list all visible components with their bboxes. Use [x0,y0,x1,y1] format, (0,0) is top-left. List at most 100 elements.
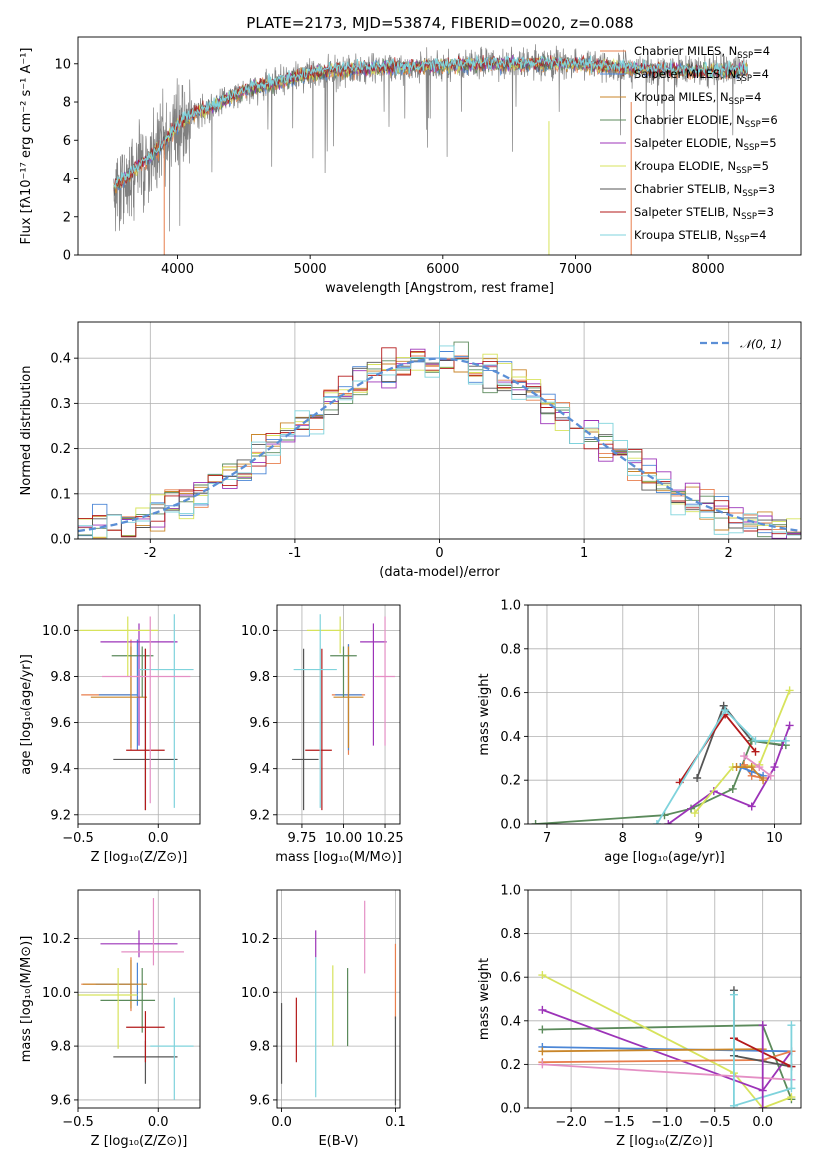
series-marker [719,701,728,710]
series-line [541,974,792,1108]
y-tick-label: 9.8 [50,670,71,685]
y-tick-label: 9.6 [249,1093,270,1108]
axes-frame [77,36,802,256]
y-tick-label: 9.4 [249,762,270,777]
series-marker [538,1047,547,1056]
axes-frame [276,889,401,1109]
errorbar-point [293,614,337,808]
series-line [542,1048,763,1053]
y-tick-label: 0.8 [500,642,521,657]
y-tick-label: 10.2 [42,932,71,947]
series-marker [758,1104,767,1108]
y-tick-label: 2 [63,210,71,225]
series-marker [787,1021,796,1030]
y-tick-label: 9.6 [249,716,270,731]
series-marker [531,820,540,824]
y-axis-label: age [log₁₀(age/yr)] [19,654,34,775]
series-marker [693,774,702,783]
plot-area [113,44,749,255]
y-tick-label: 9.8 [249,1040,270,1055]
x-tick-label: −0.5 [62,831,94,846]
x-tick-label: 0 [435,546,443,561]
x-tick-label: −2.0 [555,1115,587,1130]
x-tick-label: 7000 [559,262,592,277]
x-axis-label: Z [log₁₀(Z/Z⊙)] [91,850,188,865]
errorbar-point [126,648,165,811]
series-line [535,739,786,824]
y-axis-label: mass weight [477,958,492,1040]
legend-entry: Salpeter MILES, NSSP=4 [634,67,769,84]
errorbar-point [126,1011,165,1063]
x-tick-label: 2 [725,546,733,561]
y-tick-label: 9.8 [249,670,270,685]
errorbar-point [100,623,178,746]
y-tick-label: 8 [63,96,71,111]
series-marker [538,971,547,980]
legend-entry: Kroupa ELODIE, NSSP=5 [634,159,769,176]
x-tick-label: 4000 [161,262,194,277]
x-tick-label: -1 [288,546,301,561]
y-tick-label: 10 [54,57,71,72]
legend-entry: Chabrier STELIB, NSSP=3 [634,182,775,199]
errorbar-point [333,646,364,748]
weight-series [732,763,768,785]
series-marker [664,820,673,824]
x-tick-label: 7 [543,831,551,846]
errorbar-point [330,646,357,698]
axes-frame [77,321,802,540]
errorbar-point [150,997,194,1100]
legend-entry: Salpeter STELIB, NSSP=3 [634,205,774,222]
x-tick-label: 9.75 [287,831,316,846]
x-tick-label: 8000 [692,262,725,277]
weight-series [758,1021,767,1108]
series-marker [729,990,738,999]
errorbar-point [79,616,159,677]
series-marker [755,763,764,772]
plot-area [277,890,400,1108]
x-tick-label: −1.0 [651,1115,683,1130]
weight-series [531,736,790,824]
series-marker [729,1101,738,1108]
legend-entry: Kroupa MILES, NSSP=4 [634,90,761,107]
figure-title: PLATE=2173, MJD=53874, FIBERID=0020, z=0… [246,14,633,32]
series-marker [787,1084,796,1093]
y-tick-label: 0.1 [50,487,71,502]
y-tick-label: 9.6 [50,716,71,731]
x-axis-label: mass [log₁₀(M/M⊙)] [275,850,402,865]
series-marker [721,706,730,715]
y-tick-label: 0.0 [500,818,521,833]
axes-frame [77,604,201,825]
series-marker [787,1093,796,1102]
series-marker [747,802,756,811]
y-tick-label: 0.0 [500,1102,521,1117]
y-tick-label: 0.2 [500,1058,521,1073]
errorbar-point [360,623,387,746]
errorbar-point [306,616,344,654]
series-marker [785,721,794,730]
x-axis-label: Z [log₁₀(Z/Z⊙)] [616,1134,713,1149]
series-marker [538,1025,547,1034]
y-axis-label: Flux [fλ10⁻¹⁷ erg cm⁻² s⁻¹ A⁻¹] [19,48,34,245]
y-tick-label: 9.6 [50,1093,71,1108]
axes-frame [527,889,802,1109]
plot-area [78,605,200,824]
series-marker [758,1021,767,1030]
series-marker [740,752,749,761]
chart-weight-vs-age: 7 8 9 10 0.0 0.2 0.4 0.6 0.8 1.0 age [log₁₀(age/yr… [477,599,802,865]
x-axis-label: E(B-V) [318,1134,358,1149]
legend-entry: Kroupa STELIB, NSSP=4 [634,228,766,245]
chart-residuals: -2 -1 0 1 2 0.0 0.1 0.2 0.3 0.4 (data-model)/error… [19,321,802,580]
chart-age-vs-Z: −0.5 0.0 9.2 9.4 9.6 9.8 10.0 Z [log₁₀(Z/Z⊙)] ag… [19,604,201,865]
series-marker [538,1005,547,1014]
x-axis-label: (data-model)/error [379,565,500,580]
y-axis-label: mass weight [477,673,492,755]
x-tick-label: −0.5 [62,1115,94,1130]
weight-series [652,706,790,824]
legend-entry: 𝒩(0, 1) [740,337,782,351]
series-line [656,708,786,824]
series-marker [728,784,737,793]
y-tick-label: 0.4 [50,352,71,367]
plot-area [78,890,200,1108]
x-tick-label: 1 [580,546,588,561]
x-axis-label: wavelength [Angstrom, rest frame] [325,281,554,296]
